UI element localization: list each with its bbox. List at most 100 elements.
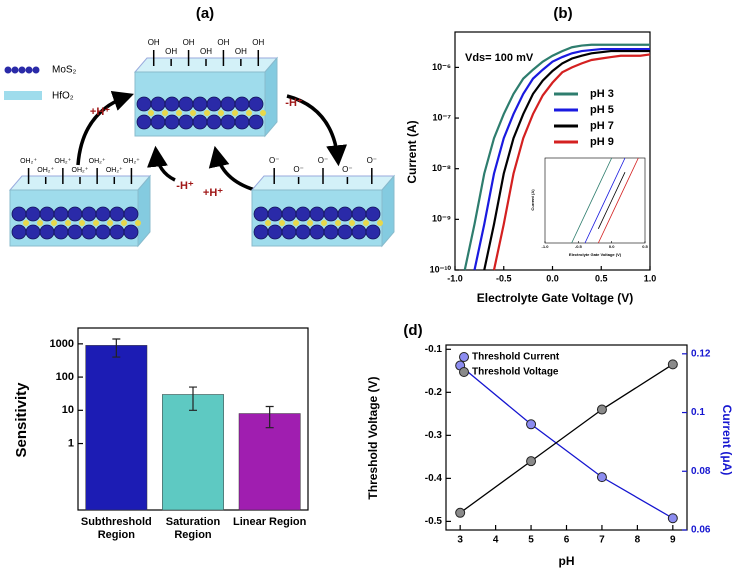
mos2-atom [25,206,41,222]
sulfur-atom [93,220,99,226]
y-tick-label: -0.3 [425,430,443,441]
mos2-atom [39,224,55,240]
mos2-atom [234,114,250,130]
y-tick-label: -0.1 [425,344,443,355]
mos2-atom [206,96,222,112]
x-tick-label: 0.5 [642,244,648,249]
mos2-atom [309,224,325,240]
sulfur-atom [37,220,43,226]
x-tick-label: 3 [457,535,463,546]
y-tick-label: -0.2 [425,387,443,398]
mos2-atom [365,206,381,222]
reaction-label: -H⁺ [176,180,194,192]
sulfur-atom [65,220,71,226]
sulfur-atom [204,110,210,116]
y-axis-label: Current (A) [405,120,419,183]
y-tick-label: 10⁻⁷ [433,112,452,122]
sulfur-atom [79,220,85,226]
sulfur-atom [190,110,196,116]
x-axis-label: Electrolyte Gate Voltage (V) [568,252,622,257]
surface-group: O⁻ [367,156,377,165]
legend-label: Threshold Voltage [472,367,559,378]
surface-group: OH₂⁺ [123,158,140,165]
sulfur-atom [246,110,252,116]
surface-group: OH [165,47,177,56]
y-tick-label: 10⁻¹⁰ [430,264,452,274]
sulfur-atom [51,220,57,226]
legend-hfo2-icon [4,91,42,100]
error-bar [265,405,274,429]
surface-group: OH [235,47,247,56]
series-line [459,363,674,514]
mos2-atom [81,224,97,240]
x-axis-label: pH [559,554,575,568]
y-tick-label: 10 [62,404,74,416]
x-tick-label: -1.0 [447,273,463,283]
x-tick-label: 8 [635,535,641,546]
mos2-atom [206,114,222,130]
bar [238,413,301,511]
mos2-atom [351,206,367,222]
sulfur-atom [232,110,238,116]
surface-group: O⁻ [342,165,352,174]
legend-mos2-icon [11,66,19,74]
sulfur-atom [176,110,182,116]
mos2-atom [337,224,353,240]
sulfur-atom [162,110,168,116]
legend-label: pH 3 [590,88,614,100]
y-tick-label: 10⁻⁸ [432,163,451,173]
mos2-atom [192,114,208,130]
annotation: Vds= 100 mV [465,52,534,64]
sulfur-atom [377,220,383,226]
x-tick-label: 0.0 [609,244,615,249]
x-tick-label: 1.0 [644,273,657,283]
arrow [76,90,134,166]
mos2-atom [39,206,55,222]
legend-label: pH 7 [590,120,614,132]
surface-group: OH₂⁺ [89,158,106,165]
surface-group: OH₂⁺ [72,167,89,174]
legend-mos2-icon [4,66,12,74]
mos2-atom [178,96,194,112]
y2-tick-label: 0.1 [691,407,705,418]
mos2-atom [351,224,367,240]
legend-mos2-icon [25,66,33,74]
legend-label: MoS₂ [52,65,77,76]
mos2-atom [192,96,208,112]
mos2-atom [309,206,325,222]
panel-title: (b) [553,5,572,22]
sulfur-atom [363,220,369,226]
x-axis-label: Electrolyte Gate Voltage (V) [476,291,634,305]
legend-label: Threshold Current [472,352,560,363]
reaction-label: +H⁺ [90,106,110,118]
series-line [459,365,674,519]
surface-group: OH₂⁺ [54,158,71,165]
mos2-atom [81,206,97,222]
mos2-atom [220,114,236,130]
y2-tick-label: 0.08 [691,466,711,477]
reaction-label: -H⁺ [285,97,303,109]
y-axis-label: Current (A) [530,189,535,211]
error-bar [112,338,121,358]
category-label: Saturation Region [165,516,221,541]
mos2-atom [323,224,339,240]
series-marker [667,513,678,524]
mos2-atom [95,206,111,222]
y-tick-label: 1 [68,437,74,449]
surface-group: O⁻ [293,165,303,174]
x-tick-label: -1.0 [542,244,550,249]
mos2-atom [248,96,264,112]
mos2-atom [136,114,152,130]
mos2-atom [337,206,353,222]
mos2-atom [234,96,250,112]
legend-label: pH 5 [590,104,614,116]
mos2-atom [281,206,297,222]
surface-group: OH₂⁺ [20,158,37,165]
mos2-atom [281,224,297,240]
x-tick-label: 7 [599,535,605,546]
sulfur-atom [349,220,355,226]
mos2-atom [67,206,83,222]
surface-group: O⁻ [318,156,328,165]
mos2-atom [267,206,283,222]
